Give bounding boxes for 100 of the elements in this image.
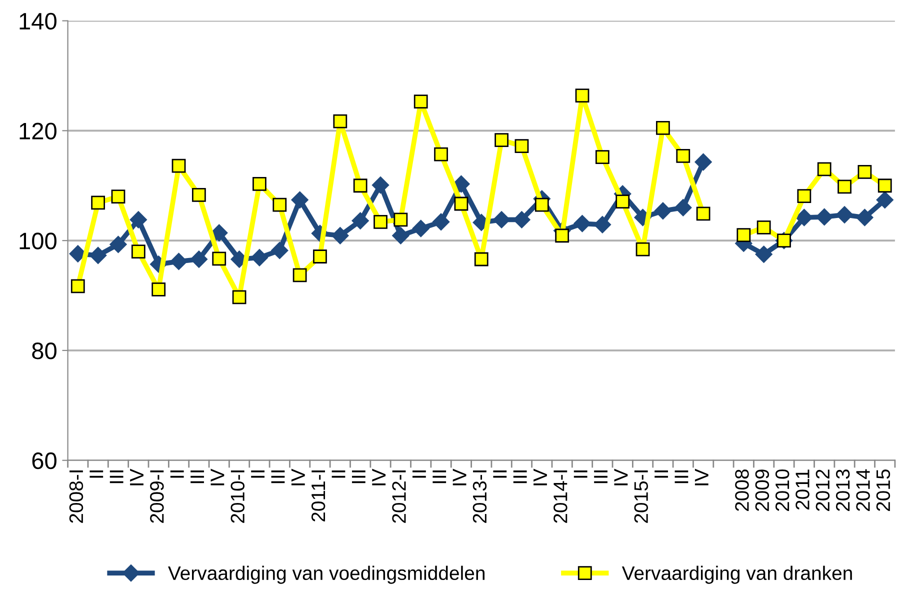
y-tick-label: 140 [20, 12, 56, 30]
point [210, 224, 228, 242]
point [636, 242, 650, 256]
x-tick-label: 2008 [735, 470, 749, 511]
x-tick-label: 2014-I [554, 470, 568, 523]
point [694, 153, 712, 171]
point [676, 149, 690, 163]
point [594, 216, 611, 234]
point [816, 208, 833, 226]
x-tick-label: III [271, 470, 285, 484]
x-tick-label: IV [291, 468, 305, 486]
point [616, 194, 630, 209]
x-tick-label: III [190, 470, 204, 484]
point [333, 114, 348, 128]
point [513, 211, 530, 228]
point [493, 211, 510, 228]
point [494, 133, 508, 147]
point [292, 268, 307, 282]
x-tick-label: 2009-I [150, 470, 164, 523]
point [836, 206, 854, 224]
point [374, 214, 388, 229]
point [797, 189, 812, 204]
x-tick-label: 2012 [816, 470, 830, 511]
x-tick-label: II [90, 470, 104, 478]
point [252, 177, 266, 191]
x-tick-label: III [352, 470, 366, 484]
x-tick-label: 2011 [796, 470, 810, 510]
point [574, 214, 591, 232]
x-tick-label: 2009 [755, 470, 770, 511]
y-tick-label: 100 [20, 232, 56, 250]
x-tick-label: II [493, 470, 507, 478]
x-tick-label: 2008-I [69, 470, 84, 523]
point [414, 94, 428, 109]
x-tick-label: III [674, 470, 688, 484]
point [575, 88, 590, 102]
x-tick-label: II [170, 470, 184, 478]
x-tick-label: IV [534, 468, 547, 486]
point [392, 227, 410, 244]
point [756, 220, 771, 234]
x-tick-label: II [412, 470, 426, 478]
point [130, 211, 147, 228]
x-tick-label: II [332, 470, 346, 478]
point [152, 282, 166, 296]
y-tick-label: 80 [32, 342, 56, 360]
point [352, 212, 369, 230]
x-tick-label: 2010-I [230, 470, 245, 523]
x-tick-label: 2011-I [311, 470, 326, 522]
x-tick-label: IV [452, 468, 466, 486]
point [534, 198, 549, 212]
point [313, 250, 327, 264]
point [755, 246, 772, 263]
point [271, 242, 288, 260]
point [736, 228, 751, 242]
point [353, 178, 368, 193]
y-tick-label: 60 [32, 452, 56, 470]
point [595, 150, 610, 164]
point [170, 252, 188, 270]
x-tick-label: 2013 [836, 470, 850, 511]
point [332, 227, 349, 244]
x-tick-label: 2015 [876, 469, 890, 511]
x-tick-label: IV [210, 468, 224, 486]
point [878, 178, 892, 193]
point [91, 196, 106, 210]
x-tick-label: 2015-I [634, 470, 648, 523]
legend-label: Vervaardiging van voedingsmiddelen [168, 566, 484, 584]
y-tick-label: 120 [20, 122, 56, 140]
x-tick-label: II [574, 470, 588, 478]
x-tick-label: 2012-I [392, 470, 406, 523]
point [372, 176, 390, 194]
point [291, 191, 308, 208]
point [272, 198, 287, 212]
point [70, 279, 85, 294]
x-tick-label: 2014 [856, 469, 870, 511]
point [796, 208, 813, 226]
point [452, 175, 470, 193]
point [172, 158, 186, 173]
point [454, 196, 468, 211]
point [817, 162, 832, 176]
point [434, 147, 448, 162]
x-tick-label: II [654, 470, 668, 478]
point [412, 220, 430, 238]
point [856, 208, 874, 226]
point [654, 202, 672, 220]
point [131, 244, 146, 259]
x-tick-label: 2013-I [472, 470, 487, 523]
x-tick-label: III [432, 470, 446, 484]
x-tick-label: III [594, 470, 608, 484]
point [514, 139, 529, 154]
point [674, 199, 692, 216]
point [232, 290, 246, 304]
point [394, 212, 408, 227]
point [190, 250, 208, 268]
x-tick-label: III [110, 470, 124, 484]
x-tick-label: IV [614, 468, 628, 486]
x-tick-label: IV [372, 468, 386, 486]
point [192, 188, 206, 202]
point [876, 191, 894, 208]
x-tick-label: IV [694, 468, 708, 486]
point [250, 249, 268, 266]
point [858, 164, 872, 179]
